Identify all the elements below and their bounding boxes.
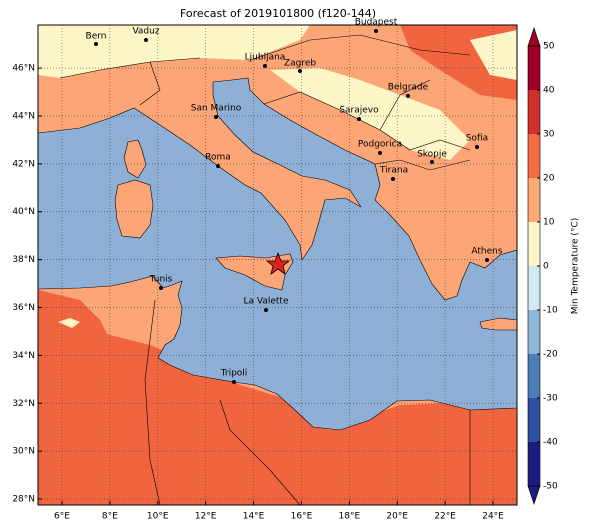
map-title: Forecast of 2019101800 (f120-144) (180, 7, 376, 20)
map-frame (37, 24, 518, 506)
city-label: La Valette (244, 297, 289, 307)
forecast-point-star (265, 251, 291, 275)
colorbar-tick-label: 10 (543, 218, 555, 228)
city-marker (406, 94, 410, 98)
cities: Bern Vaduz Budapest Ljubljana Zagreb Bel… (86, 18, 503, 384)
sardinia (114, 179, 154, 239)
colorbar-tick-label: -50 (543, 482, 558, 492)
cool-region (270, 68, 470, 160)
city-marker (357, 117, 361, 121)
colorbar-segment (528, 266, 540, 310)
colorbar-tick-label: -20 (543, 350, 558, 360)
city-marker (159, 286, 163, 290)
city-marker (378, 151, 382, 155)
city-label: Sofia (466, 134, 488, 144)
y-tick-label: 38°N (12, 255, 35, 265)
x-tick-label: 10°E (147, 512, 169, 522)
city-marker (298, 69, 302, 73)
city-marker (144, 38, 148, 42)
corsica (123, 139, 147, 179)
city-label: Podgorica (358, 140, 402, 150)
colorbar-tick-label: 20 (543, 174, 555, 184)
city-marker (374, 29, 378, 33)
colorbar-segment (528, 222, 540, 266)
city-marker (214, 115, 218, 119)
y-tick-label: 30°N (12, 447, 35, 457)
city-label: San Marino (191, 104, 242, 114)
cool-region (38, 25, 310, 78)
x-tick-label: 18°E (339, 512, 361, 522)
colorbar-tick-label: -40 (543, 438, 558, 448)
city-label: Tripoli (220, 369, 248, 379)
x-tick-label: 20°E (386, 512, 408, 522)
city-label: Vaduz (132, 27, 159, 37)
y-tick-label: 28°N (12, 495, 35, 505)
colorbar-tick-label: 0 (543, 262, 549, 272)
city-marker (391, 177, 395, 181)
borders (59, 34, 471, 505)
city-marker (216, 164, 220, 168)
city-label: Bern (86, 32, 107, 42)
city-label: Skopje (417, 150, 447, 160)
colorbar-label: Min Temperature (°C) (571, 218, 581, 315)
colorbar-extend-min (527, 485, 541, 505)
x-tick-label: 22°E (434, 512, 456, 522)
x-tick-label: 16°E (291, 512, 313, 522)
city-marker (232, 380, 236, 384)
city-label: Athens (471, 247, 502, 257)
y-tick-label: 42°N (12, 159, 35, 169)
y-tick-label: 34°N (12, 351, 35, 361)
colorbar-tick-label: -10 (543, 306, 558, 316)
city-marker (475, 145, 479, 149)
colorbar-segment (528, 46, 540, 90)
city-label: Ljubljana (245, 53, 286, 63)
colorbar-segment (528, 310, 540, 354)
colorbar-segment (528, 442, 540, 486)
colorbar-segment (528, 178, 540, 222)
city-marker (263, 64, 267, 68)
city-marker (94, 42, 98, 46)
colorbar-segment (528, 90, 540, 134)
y-tick-label: 40°N (12, 207, 35, 217)
cool-patch (58, 318, 80, 328)
city-label: Tunis (149, 275, 173, 285)
city-label: Sarajevo (339, 106, 379, 116)
colorbar-segment (528, 398, 540, 442)
city-marker (485, 258, 489, 262)
y-tick-label: 32°N (12, 399, 35, 409)
colorbar-tick-label: -30 (543, 394, 558, 404)
cool-region (470, 30, 517, 80)
x-tick-label: 24°E (482, 512, 504, 522)
colorbar-segment (528, 354, 540, 398)
colorbar-tick-label: 50 (543, 42, 555, 52)
crete (479, 317, 517, 331)
city-marker (430, 160, 434, 164)
x-tick-label: 12°E (195, 512, 217, 522)
city-marker (264, 308, 268, 312)
y-tick-label: 46°N (12, 64, 35, 74)
x-tick-label: 8°E (102, 512, 118, 522)
city-label: Belgrade (388, 83, 429, 93)
city-label: Budapest (355, 18, 398, 28)
y-tick-label: 36°N (12, 303, 35, 313)
x-tick-label: 6°E (54, 512, 70, 522)
city-label: Tirana (379, 166, 408, 176)
x-tick-label: 14°E (243, 512, 265, 522)
y-tick-label: 44°N (12, 111, 35, 121)
city-label: Zagreb (284, 59, 316, 69)
colorbar-tick-label: 40 (543, 86, 555, 96)
colorbar-extend-max (527, 27, 541, 47)
colorbar-tick-label: 30 (543, 130, 555, 140)
colorbar-segment (528, 134, 540, 178)
city-label: Roma (205, 153, 231, 163)
